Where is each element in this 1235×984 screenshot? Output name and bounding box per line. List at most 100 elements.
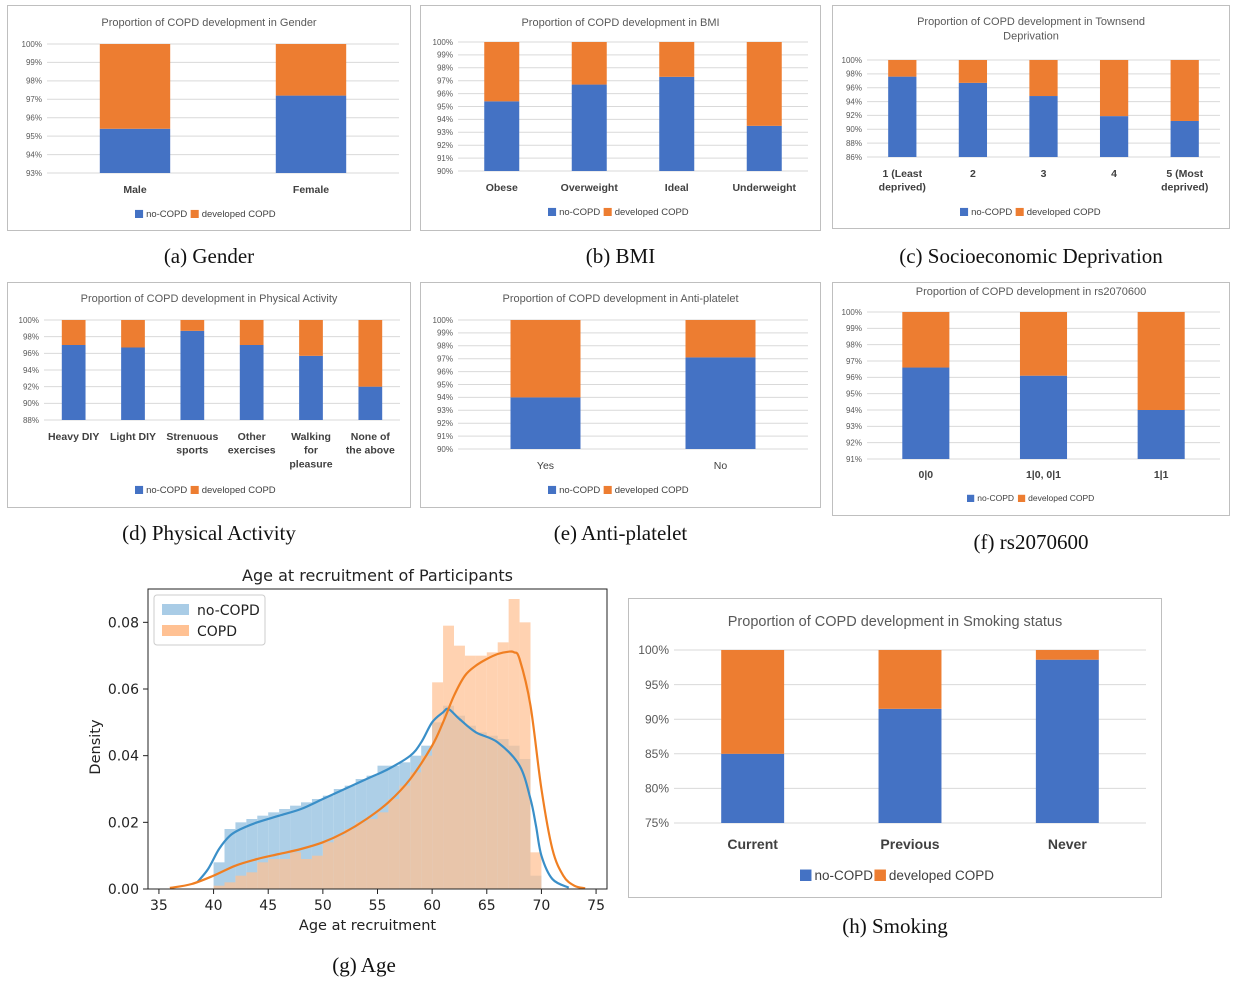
age-hist-bar-copd (497, 642, 509, 889)
antiplatelet-ytick-label: 99% (437, 329, 453, 338)
smoking-bar-developed-copd (1035, 650, 1099, 660)
age-ylabel: Density (88, 719, 104, 775)
bmi-legend-copd: developed COPD (615, 207, 689, 218)
antiplatelet-ytick-label: 92% (437, 419, 453, 428)
bmi-ytick-label: 100% (433, 38, 453, 47)
gender-legend-copd: developed COPD (202, 209, 276, 220)
smoking-ytick-label: 85% (645, 747, 669, 761)
activity-category-label: Heavy DIY (48, 431, 99, 443)
activity-ytick-label: 92% (23, 382, 39, 391)
gender-ytick-label: 98% (26, 77, 42, 86)
rs2070600-ytick-label: 100% (842, 308, 862, 317)
townsend-legend-swatch-copd (1015, 207, 1024, 216)
age-xtick-label: 75 (587, 898, 605, 914)
townsend-legend-swatch-no-copd (960, 207, 969, 216)
activity-category-label: exercises (228, 445, 276, 457)
smoking-title: Proportion of COPD development in Smokin… (728, 614, 1062, 630)
age-xlabel: Age at recruitment (299, 918, 436, 934)
activity-bar-no-copd (299, 355, 323, 420)
rs2070600-ytick-label: 95% (846, 389, 862, 398)
age-hist-bar-copd (279, 859, 291, 889)
rs2070600-legend-no-copd: no-COPD (977, 493, 1014, 503)
bmi-legend-swatch-no-copd (548, 207, 557, 216)
age-hist-bar-copd (224, 882, 236, 889)
age-hist-bar-copd (290, 852, 301, 889)
activity-category-label: for (304, 445, 318, 457)
activity-bar-developed-copd (180, 320, 205, 331)
activity-title: Proportion of COPD development in Physic… (81, 293, 338, 305)
antiplatelet-ytick-label: 98% (437, 342, 453, 351)
gender-title: Proportion of COPD development in Gender (101, 17, 317, 29)
rs2070600-ytick-label: 93% (846, 422, 862, 431)
age-xtick-label: 50 (314, 898, 332, 914)
smoking-ytick-label: 90% (645, 712, 669, 726)
age-ytick-label: 0.04 (108, 749, 139, 765)
antiplatelet-ytick-label: 97% (437, 355, 453, 364)
activity-bar-developed-copd (299, 320, 323, 356)
bmi-ytick-label: 95% (437, 102, 453, 111)
activity-bar-no-copd (121, 347, 145, 420)
townsend-category-label: 2 (970, 168, 976, 180)
townsend-category-label: 5 (Most (1166, 168, 1203, 180)
smoking-bar-no-copd (1035, 659, 1099, 823)
townsend-ytick-label: 88% (846, 139, 862, 148)
antiplatelet-ytick-label: 93% (437, 406, 453, 415)
age-hist-bar-copd (333, 835, 345, 889)
townsend-title: Proportion of COPD development in Townse… (917, 16, 1145, 28)
age-hist-bar-copd (246, 872, 258, 889)
rs2070600-title: Proportion of COPD development in rs2070… (916, 286, 1147, 298)
bmi-category-label: Overweight (561, 182, 619, 194)
bmi-bar-no-copd (484, 101, 520, 171)
chart-rs2070600: Proportion of COPD development in rs2070… (832, 282, 1230, 516)
age-hist-bar-copd (257, 862, 269, 889)
rs2070600-ytick-label: 96% (846, 373, 862, 382)
antiplatelet-ytick-label: 96% (437, 367, 453, 376)
age-hist-bar-no-copd (279, 809, 291, 889)
antiplatelet-category-label: No (714, 460, 728, 472)
gender-ytick-label: 100% (22, 40, 42, 49)
caption-age: (g) Age (332, 953, 396, 977)
smoking-bar-developed-copd (721, 650, 785, 754)
rs2070600-ytick-label: 98% (846, 340, 862, 349)
age-hist-bar-no-copd (235, 822, 247, 889)
rs2070600-bar-developed-copd (902, 312, 950, 368)
age-xtick-label: 40 (205, 898, 223, 914)
age-hist-bar-copd (366, 819, 378, 889)
bmi-category-label: Underweight (732, 182, 796, 194)
bmi-svg: Proportion of COPD development in BMI 90%… (420, 5, 821, 231)
chart-townsend: Proportion of COPD development in Townse… (832, 5, 1230, 229)
bmi-ytick-label: 91% (437, 154, 453, 163)
smoking-legend-copd: developed COPD (889, 868, 994, 883)
activity-category-label: sports (176, 445, 208, 457)
activity-legend-copd: developed COPD (202, 485, 276, 496)
chart-activity: Proportion of COPD development in Physic… (7, 282, 411, 508)
activity-category-label: pleasure (289, 458, 332, 470)
antiplatelet-bar-no-copd (510, 397, 581, 449)
age-xtick-label: 70 (533, 898, 551, 914)
smoking-legend-no-copd: no-COPD (814, 868, 873, 883)
age-legend-swatch-copd (162, 625, 189, 636)
activity-bar-no-copd (61, 345, 86, 420)
age-ytick-label: 0.06 (108, 682, 139, 698)
gender-legend-swatch-copd (190, 209, 199, 218)
smoking-category-label: Previous (880, 836, 939, 852)
gender-ytick-label: 95% (26, 132, 42, 141)
age-hist-bar-copd (421, 755, 433, 889)
activity-category-label: Light DIY (110, 431, 156, 443)
activity-bar-developed-copd (61, 320, 86, 345)
gender-svg: Proportion of COPD development in Gender… (7, 5, 411, 231)
chart-gender: Proportion of COPD development in Gender… (7, 5, 411, 231)
townsend-ytick-label: 100% (842, 56, 862, 65)
age-ytick-label: 0.08 (108, 615, 139, 631)
bmi-bar-no-copd (746, 125, 782, 171)
age-svg: Age at recruitment of Participants 35 40 45… (88, 566, 608, 934)
bmi-ytick-label: 98% (437, 64, 453, 73)
gender-legend-no-copd: no-COPD (146, 209, 187, 220)
bmi-ytick-label: 96% (437, 89, 453, 98)
age-legend-no-copd: no-COPD (197, 603, 260, 619)
age-kde-copd (169, 650, 586, 890)
smoking-category-label: Never (1048, 836, 1087, 852)
townsend-bar-developed-copd (1099, 60, 1129, 117)
antiplatelet-legend-swatch-copd (603, 485, 612, 494)
age-hist-bar-copd (301, 859, 312, 889)
